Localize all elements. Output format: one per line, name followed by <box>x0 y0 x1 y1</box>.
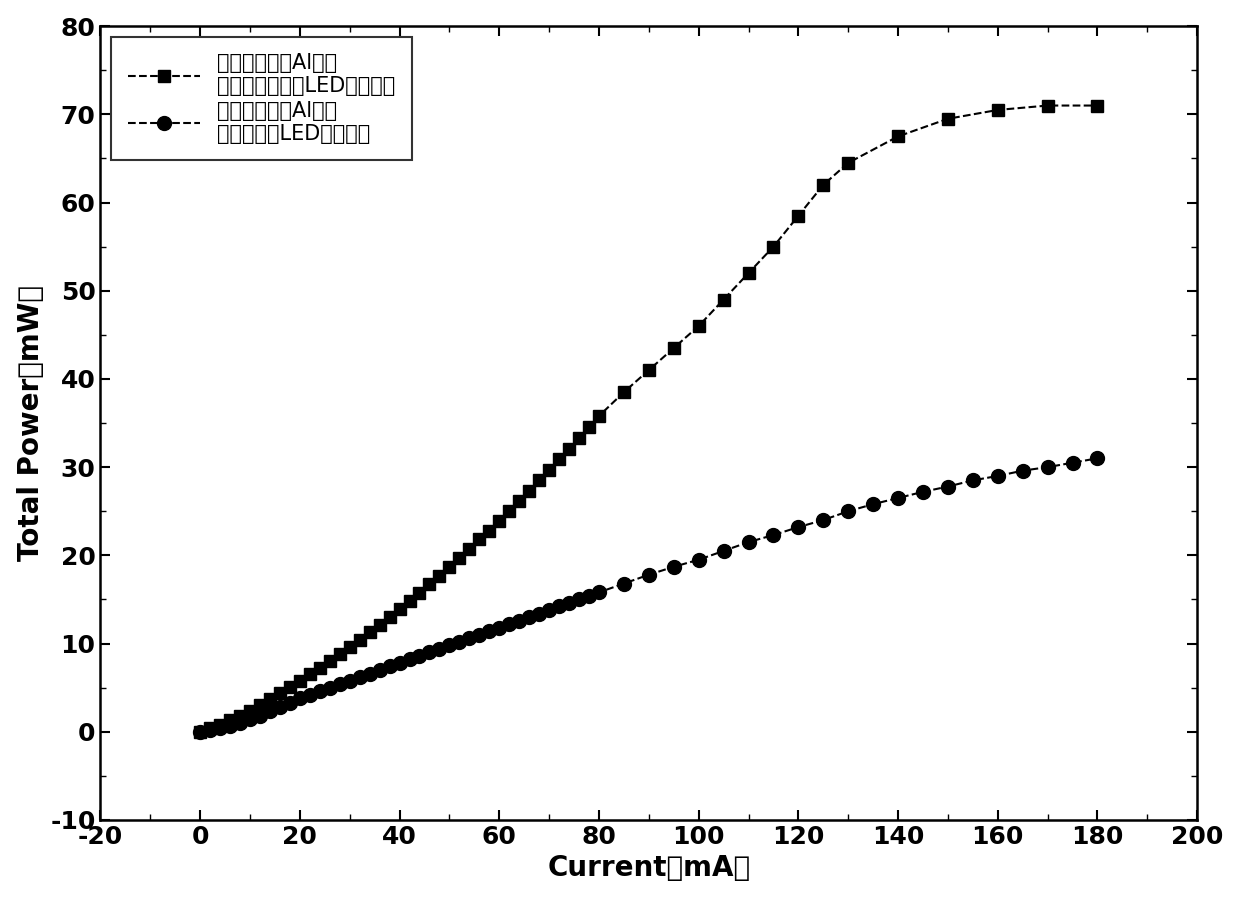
多量子阱垃区Al组分
保持不变的LED外延结构 <box>552 601 567 612</box>
多量子阱垃区Al组分
成锅齿形渐变的LED外延结构 <box>1040 100 1055 111</box>
多量子阱垃区Al组分
保持不变的LED外延结构 <box>332 679 347 690</box>
多量子阱垃区Al组分
成锅齿形渐变的LED外延结构 <box>202 723 217 734</box>
多量子阱垃区Al组分
保持不变的LED外延结构 <box>402 654 417 664</box>
多量子阱垃区Al组分
保持不变的LED外延结构 <box>890 493 905 503</box>
X-axis label: Current（mA）: Current（mA） <box>547 854 750 882</box>
多量子阱垃区Al组分
成锅齿形渐变的LED外延结构 <box>192 726 207 737</box>
Line: 多量子阱垃区Al组分
成锅齿形渐变的LED外延结构: 多量子阱垃区Al组分 成锅齿形渐变的LED外延结构 <box>193 99 1104 738</box>
Legend: 多量子阱垃区Al组分
成锅齿形渐变的LED外延结构, 多量子阱垃区Al组分
保持不变的LED外延结构: 多量子阱垃区Al组分 成锅齿形渐变的LED外延结构, 多量子阱垃区Al组分 保持… <box>110 37 412 161</box>
多量子阱垃区Al组分
保持不变的LED外延结构 <box>312 686 327 697</box>
多量子阱垃区Al组分
保持不变的LED外延结构 <box>192 726 207 737</box>
多量子阱垃区Al组分
成锅齿形渐变的LED外延结构 <box>1090 100 1105 111</box>
多量子阱垃区Al组分
成锅齿形渐变的LED外延结构 <box>502 506 517 517</box>
Line: 多量子阱垃区Al组分
保持不变的LED外延结构: 多量子阱垃区Al组分 保持不变的LED外延结构 <box>193 451 1105 739</box>
多量子阱垃区Al组分
成锅齿形渐变的LED外延结构 <box>532 475 547 485</box>
多量子阱垃区Al组分
保持不变的LED外延结构 <box>1090 453 1105 464</box>
Y-axis label: Total Power（mW）: Total Power（mW） <box>16 285 45 561</box>
多量子阱垃区Al组分
成锅齿形渐变的LED外延结构 <box>552 454 567 465</box>
多量子阱垃区Al组分
成锅齿形渐变的LED外延结构 <box>392 604 407 615</box>
多量子阱垃区Al组分
保持不变的LED外延结构 <box>512 615 527 626</box>
多量子阱垃区Al组分
成锅齿形渐变的LED外延结构 <box>641 365 656 376</box>
